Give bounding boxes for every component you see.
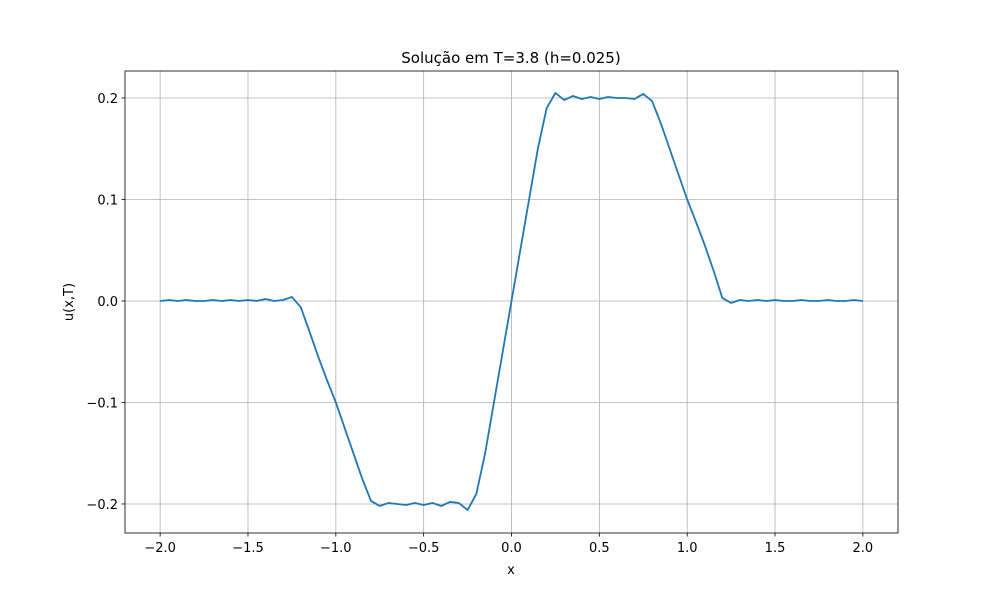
x-tick-label: 1.0 [677, 541, 698, 556]
y-tick-label: −0.2 [86, 498, 118, 513]
x-axis-label: x [507, 563, 515, 578]
x-tick-label: 0.5 [589, 541, 610, 556]
y-tick-label: 0.2 [97, 92, 118, 107]
x-tick-label: 0.0 [501, 541, 522, 556]
y-tick-label: 0.1 [97, 193, 118, 208]
x-tick-label: 2.0 [853, 541, 874, 556]
chart-title: Solução em T=3.8 (h=0.025) [401, 49, 620, 67]
plot-frame [124, 70, 899, 534]
x-tick-label: −1.5 [232, 541, 264, 556]
x-tick-label: −1.0 [320, 541, 352, 556]
x-tick-label: −0.5 [408, 541, 440, 556]
y-tick-label: 0.0 [97, 295, 118, 310]
line [160, 92, 863, 511]
x-tick-label: 1.5 [765, 541, 786, 556]
y-axis-label: u(x,T) [62, 283, 77, 321]
y-tick-label: −0.1 [86, 396, 118, 411]
x-tick-label: −2.0 [144, 541, 176, 556]
